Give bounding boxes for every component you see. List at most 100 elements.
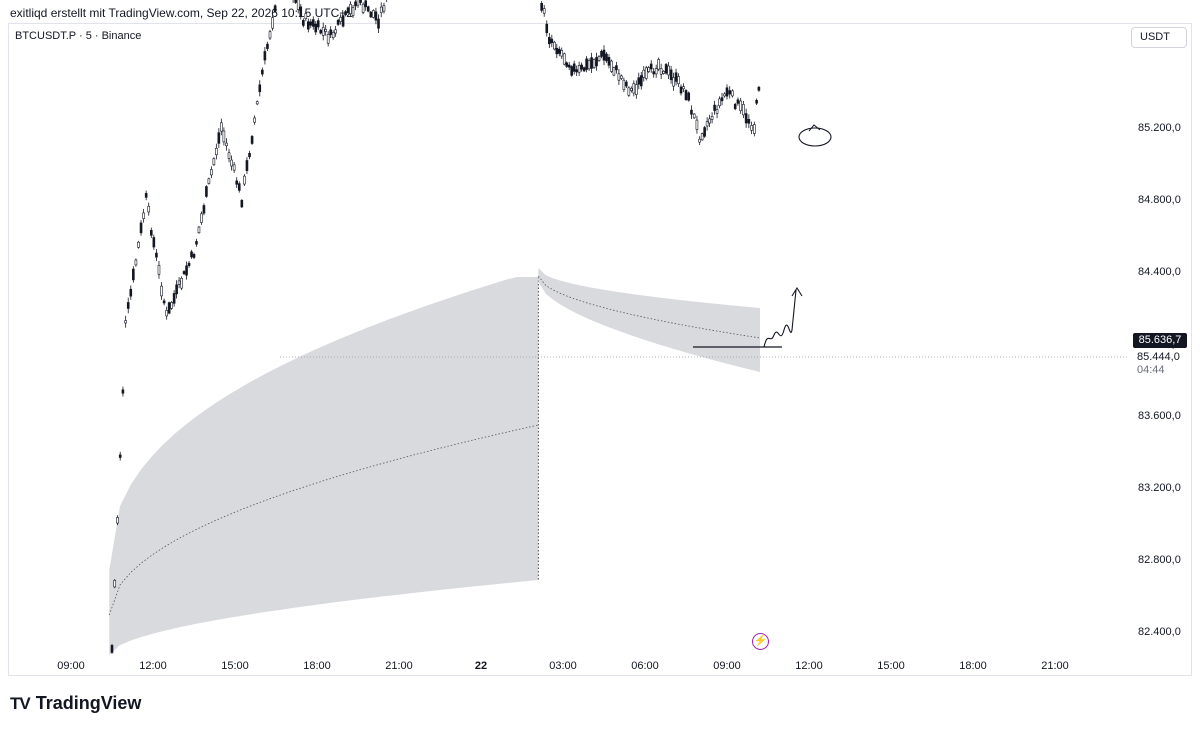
candle-body bbox=[187, 262, 191, 266]
time-axis-label: 06:00 bbox=[631, 660, 659, 672]
candle-body bbox=[167, 302, 171, 314]
candle-body bbox=[610, 60, 613, 72]
candle-body bbox=[659, 68, 663, 75]
candle-body bbox=[595, 57, 598, 67]
candle-body bbox=[113, 580, 117, 588]
time-axis-label: 03:00 bbox=[549, 660, 577, 672]
time-axis-label: 09:00 bbox=[57, 660, 85, 672]
candle-body bbox=[197, 226, 201, 234]
candle-body bbox=[319, 29, 323, 34]
candle-body bbox=[545, 23, 549, 34]
candle-body bbox=[160, 285, 163, 297]
time-axis-label: 12:00 bbox=[139, 660, 167, 672]
candle-body bbox=[177, 280, 181, 285]
candle-body bbox=[195, 241, 198, 245]
last-price-label: 85.444,0 bbox=[1137, 351, 1180, 363]
candle-body bbox=[302, 20, 305, 26]
candle-body bbox=[725, 87, 729, 97]
candle-body bbox=[341, 15, 345, 27]
candle-body bbox=[366, 6, 370, 12]
candle-body bbox=[210, 169, 213, 176]
candle-body bbox=[718, 98, 721, 107]
current-price-label: 85.636,7 bbox=[1133, 333, 1187, 348]
candle-body bbox=[147, 205, 151, 213]
candle-body bbox=[739, 100, 742, 112]
candle-body bbox=[632, 83, 636, 94]
candle-body bbox=[349, 3, 352, 14]
candle-body bbox=[755, 99, 758, 104]
candle-body bbox=[202, 205, 206, 214]
candle-body bbox=[314, 23, 318, 33]
time-axis-label: 12:00 bbox=[795, 660, 823, 672]
candle-body bbox=[575, 69, 578, 73]
candle-body bbox=[615, 65, 618, 71]
candle-body bbox=[664, 64, 668, 74]
candle-body bbox=[687, 92, 691, 101]
projection-path bbox=[763, 289, 797, 348]
candle-body bbox=[698, 138, 701, 143]
candle-body bbox=[662, 70, 665, 74]
price-axis-label: 85.200,0 bbox=[1138, 122, 1181, 134]
candle-body bbox=[162, 300, 166, 304]
candle-body bbox=[316, 20, 320, 28]
candle-body bbox=[232, 164, 236, 171]
candle-body bbox=[220, 122, 223, 132]
candle-body bbox=[157, 265, 161, 275]
candle-body bbox=[137, 241, 140, 248]
candle-body bbox=[237, 183, 241, 191]
candle-body bbox=[351, 7, 355, 16]
candle-body bbox=[590, 57, 593, 69]
candle-body bbox=[622, 79, 626, 90]
candle-body bbox=[617, 73, 621, 81]
candle-body bbox=[753, 124, 756, 134]
candle-body bbox=[329, 29, 332, 35]
candle-body bbox=[744, 113, 748, 124]
chart-attribution: exitliqd erstellt mit TradingView.com, S… bbox=[10, 6, 353, 20]
price-axis-label: 84.400,0 bbox=[1138, 266, 1181, 278]
candle-body bbox=[625, 81, 628, 87]
candle-body bbox=[682, 86, 685, 90]
candle-body bbox=[637, 77, 641, 85]
candle-body bbox=[261, 69, 264, 75]
candle-body bbox=[639, 75, 643, 87]
candle-body bbox=[684, 90, 688, 100]
candle-body bbox=[540, 3, 543, 11]
candle-body bbox=[669, 69, 673, 81]
candle-body bbox=[605, 53, 608, 62]
candle-body bbox=[674, 72, 678, 82]
candle-body bbox=[132, 268, 135, 281]
candle-body bbox=[336, 19, 340, 25]
candle-body bbox=[364, 0, 367, 8]
candle-body bbox=[627, 87, 631, 96]
bar-countdown: 04:44 bbox=[1137, 364, 1165, 376]
candle-body bbox=[647, 67, 651, 72]
candle-body bbox=[192, 253, 196, 258]
candle-body bbox=[555, 47, 559, 55]
candle-body bbox=[243, 175, 246, 185]
candle-body bbox=[679, 86, 683, 94]
candle-body bbox=[118, 454, 122, 458]
vwap-band-day1 bbox=[109, 277, 539, 655]
candle-body bbox=[271, 17, 274, 29]
candle-body bbox=[217, 132, 221, 144]
chart-frame bbox=[8, 23, 1192, 676]
candle-body bbox=[372, 10, 375, 18]
candle-body bbox=[757, 86, 761, 91]
currency-button[interactable]: USDT bbox=[1131, 27, 1187, 48]
vwap-mid-day2 bbox=[538, 275, 761, 339]
candle-body bbox=[258, 84, 262, 93]
candle-body bbox=[572, 63, 576, 72]
candle-body bbox=[577, 65, 581, 73]
candle-body bbox=[582, 67, 586, 72]
candle-body bbox=[263, 51, 267, 61]
candle-body bbox=[124, 320, 127, 324]
price-axis-label: 82.400,0 bbox=[1138, 626, 1181, 638]
candle-body bbox=[695, 119, 699, 130]
candle-body bbox=[185, 265, 188, 276]
lightning-event-icon[interactable]: ⚡ bbox=[752, 633, 769, 650]
footer-brand-name: TradingView bbox=[35, 693, 142, 713]
candle-body bbox=[175, 284, 178, 295]
time-axis-label: 22 bbox=[475, 660, 487, 672]
candle-body bbox=[597, 56, 601, 61]
